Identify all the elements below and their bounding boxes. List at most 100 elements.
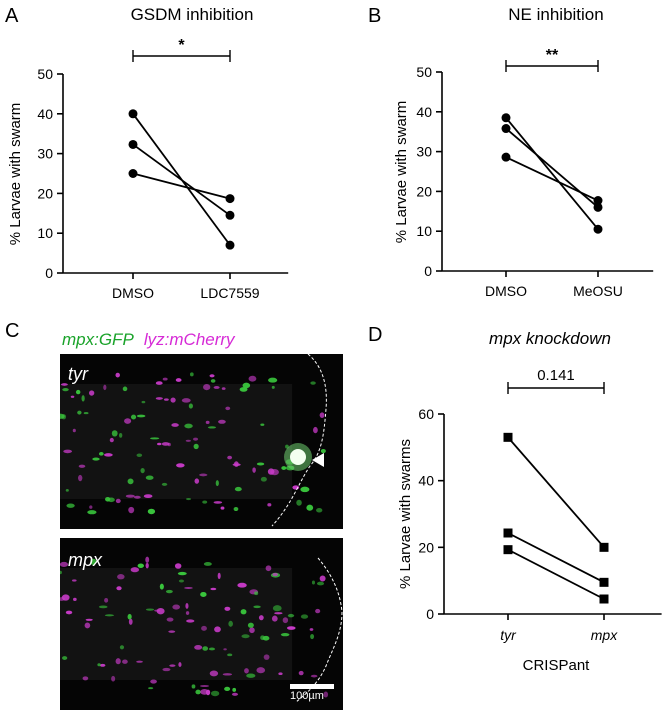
y-axis-label: % Larvae with swarm <box>393 101 410 244</box>
data-point <box>599 542 609 552</box>
neutrophil-green <box>316 581 325 586</box>
neutrophil-magenta <box>184 586 193 589</box>
neutrophil-green <box>77 410 82 415</box>
y-tick-label: 10 <box>37 225 53 241</box>
neutrophil-green <box>228 620 233 627</box>
legend-green-label: mpx:GFP <box>62 330 134 349</box>
neutrophil-green <box>310 633 315 640</box>
neutrophil-magenta <box>85 618 93 621</box>
neutrophil-magenta <box>125 494 135 498</box>
neutrophil-magenta <box>172 604 181 610</box>
neutrophil-magenta <box>176 463 185 468</box>
neutrophil-magenta <box>115 658 121 665</box>
neutrophil-green <box>98 605 108 609</box>
neutrophil-green <box>97 663 101 667</box>
neutrophil-green <box>311 580 315 585</box>
neutrophil-magenta <box>205 420 210 425</box>
neutrophil-green <box>271 385 275 389</box>
tissue-haze <box>60 384 293 499</box>
data-point <box>128 169 138 178</box>
tissue-edge-outline <box>271 354 327 527</box>
data-point <box>225 240 235 250</box>
neutrophil-green <box>316 508 323 513</box>
neutrophil-magenta <box>234 461 239 467</box>
neutrophil-green <box>145 475 154 480</box>
neutrophil-magenta <box>323 691 329 698</box>
neutrophil-magenta <box>267 503 272 507</box>
neutrophil-green <box>65 489 69 492</box>
neutrophil-green <box>203 562 212 566</box>
data-point <box>503 528 513 538</box>
significance-label: * <box>178 37 185 54</box>
neutrophil-green <box>272 605 282 612</box>
neutrophil-magenta <box>265 565 272 572</box>
neutrophil-green <box>92 457 100 461</box>
neutrophil-magenta <box>214 626 221 633</box>
neutrophil-magenta <box>72 579 77 582</box>
neutrophil-magenta <box>199 473 208 477</box>
data-point <box>128 139 138 149</box>
neutrophil-magenta <box>136 660 143 663</box>
neutrophil-green <box>193 443 199 450</box>
chart-title: GSDM inhibition <box>131 5 254 24</box>
neutrophil-green <box>256 462 265 466</box>
significance-label: 0.141 <box>537 367 575 384</box>
neutrophil-green <box>98 451 104 456</box>
series-line <box>132 143 231 217</box>
neutrophil-green <box>239 387 248 392</box>
neutrophil-magenta <box>220 506 225 510</box>
chart-title: NE inhibition <box>508 5 603 24</box>
neutrophil-green <box>87 510 97 515</box>
neutrophil-magenta <box>237 582 247 588</box>
neutrophil-green <box>189 372 194 377</box>
neutrophil-magenta <box>209 374 215 378</box>
neutrophil-magenta <box>115 372 120 378</box>
y-tick-label: 20 <box>418 539 434 555</box>
neutrophil-magenta <box>315 608 321 614</box>
neutrophil-magenta <box>143 494 153 499</box>
tissue-haze <box>60 568 293 680</box>
neutrophil-green <box>210 690 220 697</box>
neutrophil-magenta <box>267 468 275 475</box>
x-tick-label: DMSO <box>485 283 527 299</box>
neutrophil-green <box>140 467 145 474</box>
neutrophil-green <box>253 605 261 609</box>
neutrophil-magenta <box>61 594 70 601</box>
neutrophil-magenta <box>224 606 231 611</box>
data-point <box>501 124 511 134</box>
neutrophil-magenta <box>157 442 162 446</box>
neutrophil-magenta <box>319 412 325 418</box>
neutrophil-green <box>105 496 111 502</box>
neutrophil-green <box>130 414 137 420</box>
neutrophil-green <box>254 591 259 596</box>
neutrophil-green <box>300 486 310 493</box>
neutrophil-green <box>242 382 251 389</box>
neutrophil-magenta <box>298 670 304 676</box>
neutrophil-green <box>200 591 207 597</box>
neutrophil-magenta <box>178 662 182 668</box>
neutrophil-green <box>232 687 237 692</box>
neutrophil-magenta <box>115 498 121 504</box>
neutrophil-green <box>234 486 242 492</box>
neutrophil-green <box>118 432 123 438</box>
data-point <box>225 194 235 204</box>
neutrophil-green <box>147 508 156 515</box>
neutrophil-magenta <box>154 609 161 612</box>
neutrophil-green <box>127 613 132 620</box>
neutrophil-magenta <box>103 384 107 391</box>
series-line <box>505 156 599 202</box>
neutrophil-green <box>177 571 187 576</box>
neutrophil-magenta <box>292 485 300 490</box>
y-tick-label: 60 <box>418 406 434 422</box>
neutrophil-green <box>195 689 201 695</box>
neutrophil-green <box>60 570 62 575</box>
series-line <box>505 117 599 230</box>
microscopy-image-mpx: mpx 100µm <box>60 538 343 710</box>
neutrophil-green <box>62 387 69 392</box>
neutrophil-green <box>224 686 231 691</box>
neutrophil-green <box>300 614 309 619</box>
data-point <box>503 545 513 555</box>
image-label-tyr: tyr <box>68 364 88 384</box>
series-line <box>507 436 605 548</box>
chart-title: mpx knockdown <box>489 329 611 348</box>
